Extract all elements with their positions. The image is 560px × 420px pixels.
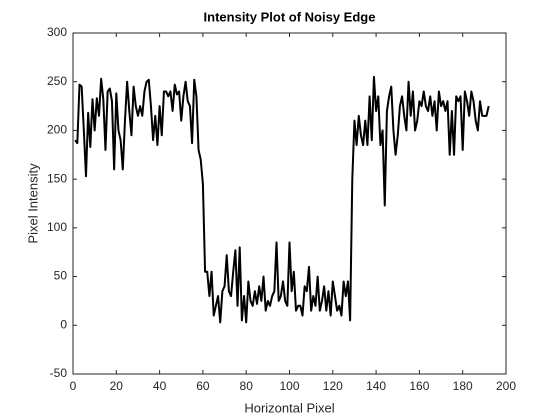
x-axis-label: Horizontal Pixel (244, 400, 334, 415)
x-tick-label: 160 (409, 379, 429, 393)
y-tick-label: 200 (47, 123, 67, 137)
y-tick-label: -50 (50, 366, 68, 380)
y-tick-label: 100 (47, 220, 67, 234)
x-tick-label: 40 (153, 379, 167, 393)
x-tick-label: 120 (323, 379, 343, 393)
x-tick-label: 100 (279, 379, 299, 393)
x-tick-label: 200 (496, 379, 516, 393)
chart-title: Intensity Plot of Noisy Edge (204, 9, 376, 24)
x-tick-label: 60 (196, 379, 210, 393)
y-tick-label: 250 (47, 74, 67, 88)
x-tick-label: 80 (240, 379, 254, 393)
x-tick-label: 20 (110, 379, 124, 393)
x-tick-label: 0 (70, 379, 77, 393)
x-tick-label: 140 (366, 379, 386, 393)
data-line (74, 75, 490, 324)
y-axis-label: Pixel Intensity (25, 163, 40, 244)
y-tick-label: 50 (54, 269, 68, 283)
plot-box (72, 32, 507, 375)
y-tick-label: 0 (60, 317, 67, 331)
x-tick-label: 180 (453, 379, 473, 393)
y-tick-label: 300 (47, 25, 67, 39)
y-tick-label: 150 (47, 171, 67, 185)
